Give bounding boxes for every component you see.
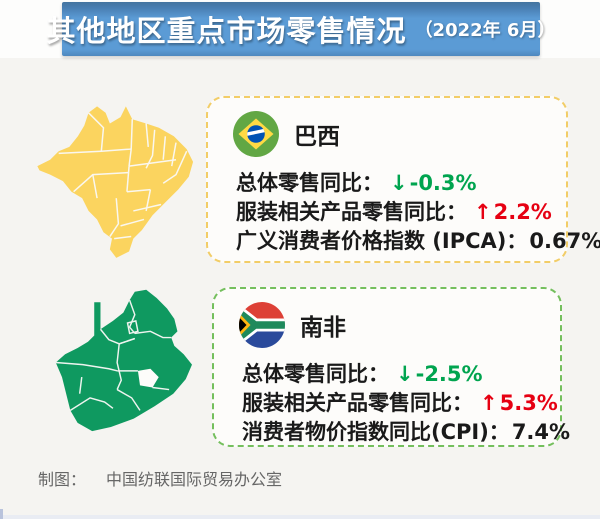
stat-label: 广义消费者价格指数 (IPCA)： <box>236 229 528 253</box>
stat-line-price-index: 消费者物价指数同比(CPI)：7.4% <box>242 418 570 447</box>
up-arrow-icon: ↑ <box>480 391 498 415</box>
stat-label: 消费者物价指数同比(CPI)： <box>242 420 510 444</box>
brazil-map <box>37 106 194 258</box>
bottom-corner-accent <box>0 509 3 519</box>
footer-credit-text: 中国纺联国际贸易办公室 <box>106 470 283 489</box>
stat-value: 0.67% <box>529 229 600 253</box>
country-name: 巴西 <box>294 124 340 150</box>
stat-line-total-retail: 总体零售同比： ↓-0.3% <box>236 169 556 198</box>
stat-label: 服装相关产品零售同比： <box>242 391 473 415</box>
stat-value: 2.2% <box>493 200 552 224</box>
down-arrow-icon: ↓ <box>390 171 408 195</box>
stat-label: 总体零售同比： <box>242 362 389 386</box>
stat-value: -2.5% <box>415 362 483 386</box>
stat-value: -0.3% <box>409 171 477 195</box>
south-africa-flag-icon <box>239 302 285 348</box>
page-subtitle: （2022年 6月） <box>414 20 556 41</box>
country-name: 南非 <box>300 315 346 341</box>
brazil-flag-icon <box>233 111 279 157</box>
header-banner: 其他地区重点市场零售情况 （2022年 6月） <box>47 2 555 56</box>
footer-credit: 制图： 中国纺联国际贸易办公室 <box>38 466 282 490</box>
stat-line-total-retail: 总体零售同比： ↓-2.5% <box>242 360 550 389</box>
footer-label: 制图： <box>38 470 87 489</box>
up-arrow-icon: ↑ <box>474 200 492 224</box>
stat-line-price-index: 广义消费者价格指数 (IPCA)：0.67% <box>236 227 600 256</box>
stat-value: 5.3% <box>499 391 558 415</box>
brazil-stats: 总体零售同比： ↓-0.3% 服装相关产品零售同比： ↑2.2% 广义消费者价格指数… <box>236 169 600 256</box>
stat-line-apparel-retail: 服装相关产品零售同比： ↑2.2% <box>236 198 556 227</box>
page-title: 其他地区重点市场零售情况 <box>46 14 407 48</box>
down-arrow-icon: ↓ <box>396 362 414 386</box>
stat-label: 总体零售同比： <box>236 171 383 195</box>
brazil-box-header: 巴西 <box>232 110 556 158</box>
stat-label: 服装相关产品零售同比： <box>236 200 467 224</box>
brazil-info-box: 巴西 总体零售同比： ↓-0.3% 服装相关产品零售同比： ↑2.2% 广义消费者价… <box>206 96 600 263</box>
south-africa-box-header: 南非 <box>238 301 550 349</box>
south-africa-info-box: 南非 总体零售同比： ↓-2.5% 服装相关产品零售同比： ↑5.3% 消费者物价指… <box>212 287 570 447</box>
stat-value: 7.4% <box>511 420 571 444</box>
south-africa-map <box>55 289 192 432</box>
south-africa-stats: 总体零售同比： ↓-2.5% 服装相关产品零售同比： ↑5.3% 消费者物价指数同比… <box>242 360 570 447</box>
stat-line-apparel-retail: 服装相关产品零售同比： ↑5.3% <box>242 389 558 418</box>
bottom-strip <box>0 515 600 519</box>
